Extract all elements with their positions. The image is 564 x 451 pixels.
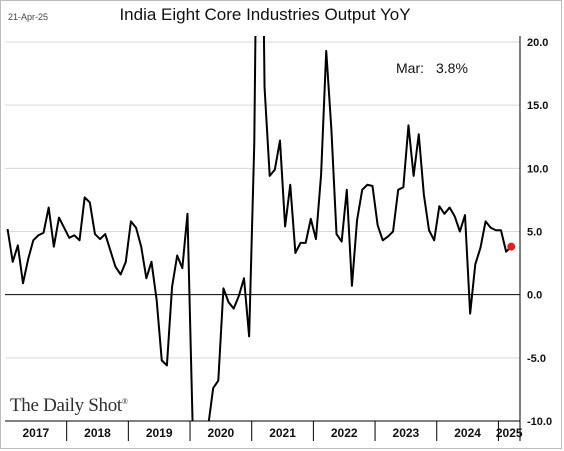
y-tick-label: 0.0 xyxy=(527,290,542,302)
chart-date: 21-Apr-25 xyxy=(8,12,49,22)
y-tick-label: 10.0 xyxy=(527,163,548,175)
x-tick-label: 2017 xyxy=(22,426,49,440)
x-tick-label: 2025 xyxy=(496,426,523,440)
annotation-label: Mar: xyxy=(396,60,424,76)
y-axis-ticks: 20.0 15.0 10.0 5.0 0.0 -5.0 -10.0 xyxy=(527,37,552,428)
x-axis: 2017 2018 2019 2020 2021 2022 2023 2024 2025 xyxy=(5,36,523,441)
y-tick-label: -10.0 xyxy=(527,416,552,428)
gridlines xyxy=(5,41,520,422)
x-tick-label: 2019 xyxy=(146,426,173,440)
y-tick-label: 15.0 xyxy=(527,100,548,112)
daily-shot-logo: The Daily Shot® xyxy=(8,395,130,417)
x-tick-label: 2023 xyxy=(393,426,420,440)
latest-value-annotation: Mar: 3.8% xyxy=(396,60,468,76)
chart-title: India Eight Core Industries Output YoY xyxy=(119,5,411,24)
series-lines xyxy=(6,36,512,421)
annotation-value: 3.8% xyxy=(436,60,468,76)
logo-registered-mark: ® xyxy=(121,397,128,406)
latest-point-marker xyxy=(507,242,516,251)
x-tick-label: 2018 xyxy=(84,426,111,440)
x-tick-label: 2021 xyxy=(269,426,296,440)
y-tick-label: -5.0 xyxy=(527,353,546,365)
logo-text: The Daily Shot xyxy=(10,395,122,416)
x-tick-label: 2024 xyxy=(454,426,481,440)
x-tick-label: 2020 xyxy=(208,426,235,440)
series-points xyxy=(507,242,516,251)
y-tick-label: 20.0 xyxy=(527,37,548,49)
y-tick-label: 5.0 xyxy=(527,227,542,239)
series-line xyxy=(6,36,512,421)
x-tick-label: 2022 xyxy=(331,426,358,440)
